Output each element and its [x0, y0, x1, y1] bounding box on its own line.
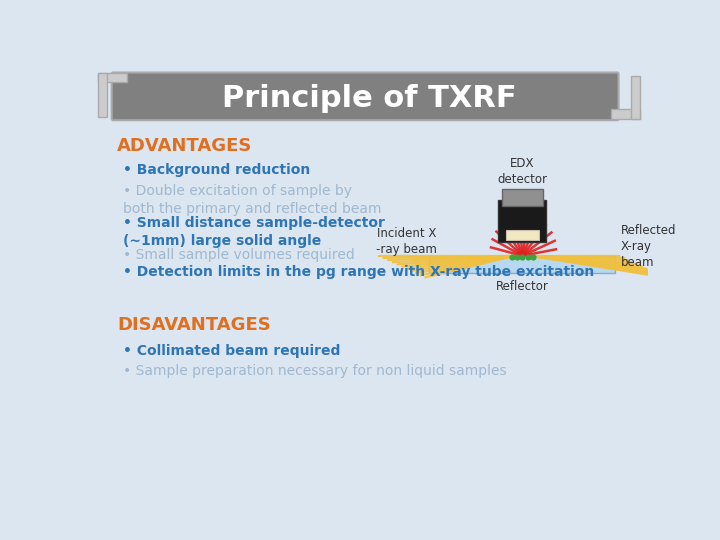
Point	[511, 252, 523, 261]
Bar	[98, 72, 107, 117]
Bar	[429, 256, 616, 273]
Text: EDX
detector: EDX detector	[498, 157, 547, 186]
Text: • Detection limits in the pg range with X-ray tube excitation: • Detection limits in the pg range with …	[122, 265, 594, 279]
Text: Principle of TXRF: Principle of TXRF	[222, 84, 516, 113]
Bar	[611, 110, 640, 119]
Point	[528, 252, 539, 261]
Bar	[98, 72, 127, 82]
Text: ADVANTAGES: ADVANTAGES	[117, 137, 253, 154]
FancyBboxPatch shape	[112, 72, 618, 120]
Text: • Sample preparation necessary for non liquid samples: • Sample preparation necessary for non l…	[122, 363, 506, 377]
Point	[517, 252, 528, 261]
Bar	[498, 200, 546, 242]
Text: • Collimated beam required: • Collimated beam required	[122, 343, 340, 357]
Text: DISAVANTAGES: DISAVANTAGES	[117, 316, 271, 334]
Bar	[506, 230, 539, 240]
Text: • Double excitation of sample by
both the primary and reflected beam: • Double excitation of sample by both th…	[122, 184, 381, 216]
Text: Reflector: Reflector	[496, 280, 549, 293]
Bar	[502, 189, 544, 206]
Point	[522, 252, 534, 261]
Bar	[631, 76, 640, 119]
Point	[506, 252, 518, 261]
Text: • Small distance sample-detector
(∼1mm) large solid angle: • Small distance sample-detector (∼1mm) …	[122, 217, 384, 248]
Text: • Small sample volumes required: • Small sample volumes required	[122, 248, 354, 262]
Text: Incident X
-ray beam: Incident X -ray beam	[376, 227, 436, 256]
Text: Reflected
X-ray
beam: Reflected X-ray beam	[621, 224, 676, 269]
Text: • Background reduction: • Background reduction	[122, 164, 310, 177]
